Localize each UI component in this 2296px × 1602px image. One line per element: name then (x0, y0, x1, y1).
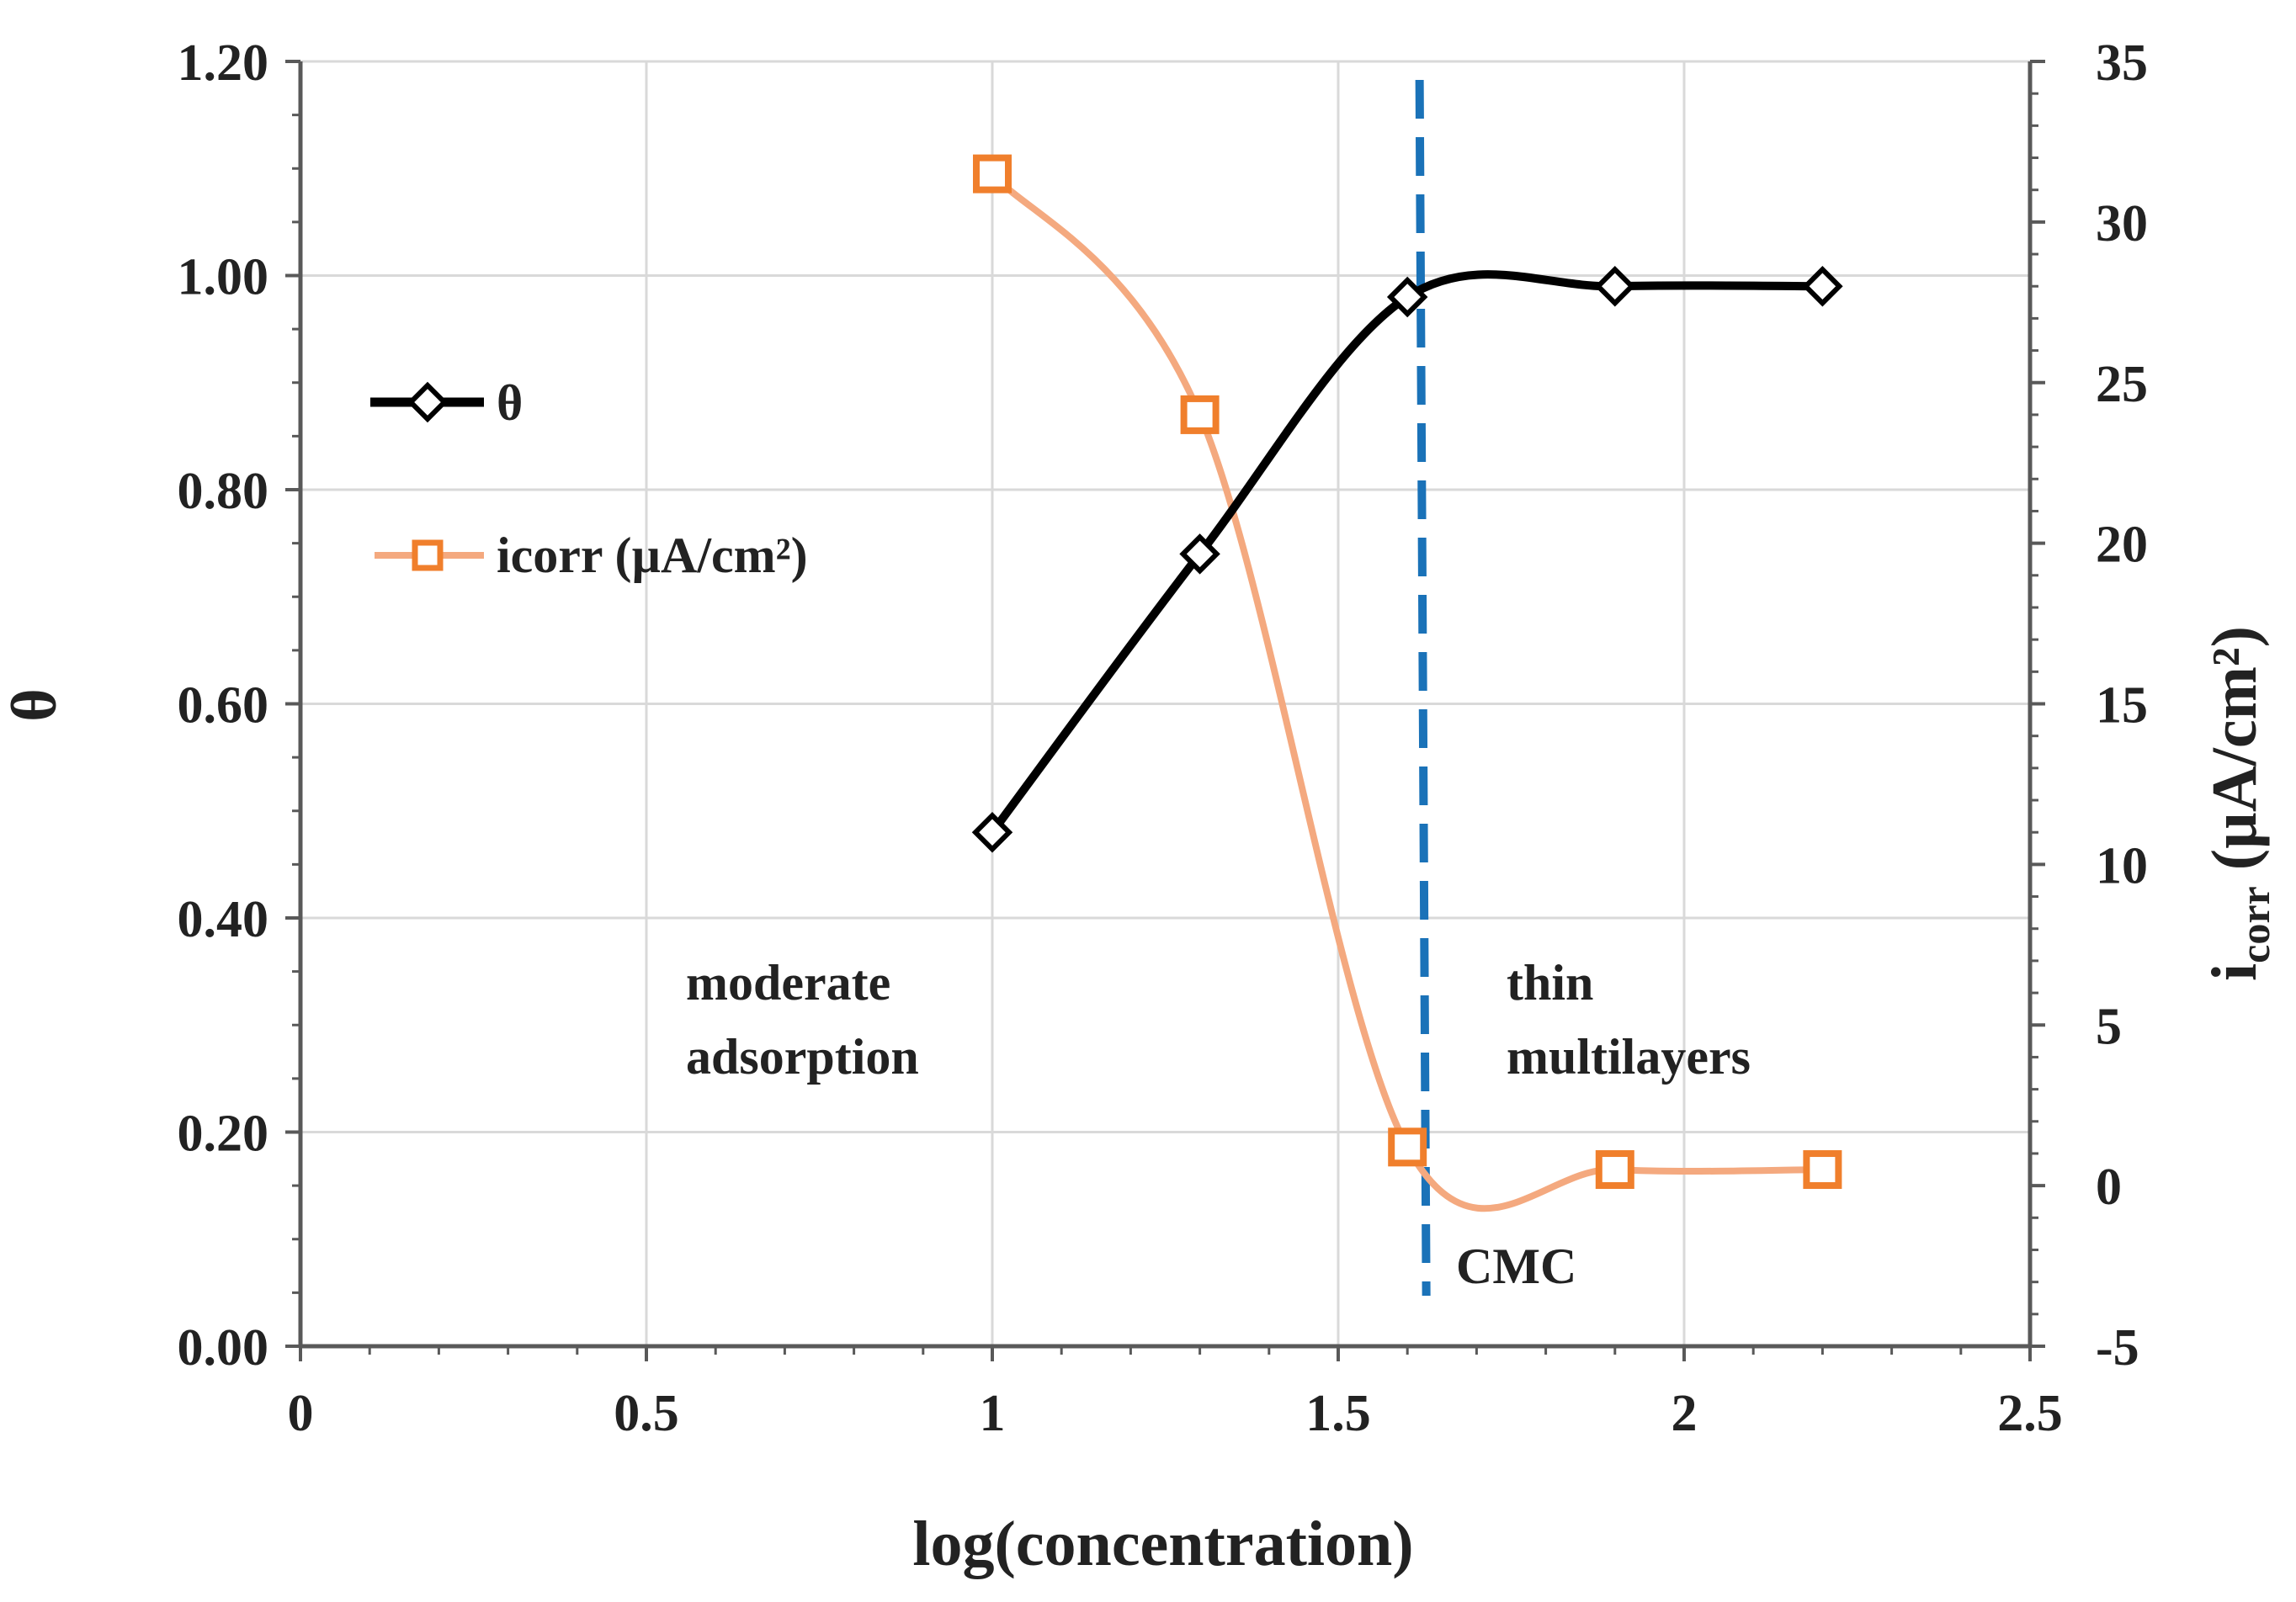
cmc-dashed-line (1415, 79, 1431, 1297)
theta-point (1386, 276, 1428, 318)
left-tick-label: 0.00 (178, 1319, 269, 1377)
annotation-thin-line1: thin (1507, 955, 1593, 1011)
cmc-label: CMC (1456, 1239, 1576, 1294)
x-tick-label: 1 (980, 1385, 1006, 1442)
x-tick-label: 0.5 (614, 1385, 679, 1442)
legend-icorr-square-icon (412, 539, 444, 571)
cmc-line-layer (1415, 79, 1431, 1297)
annotation-moderate-line2: adsorption (686, 1029, 919, 1085)
x-tick-label: 2 (1672, 1385, 1698, 1442)
legend: θ icorr (µA/cm²) (370, 375, 808, 583)
right-tick-label: 30 (2096, 195, 2148, 252)
annotation-thin-line2: multilayers (1507, 1029, 1751, 1085)
right-tick-label: 20 (2096, 517, 2148, 574)
right-tick-label: 15 (2096, 677, 2148, 735)
right-tick-label: 5 (2096, 998, 2122, 1055)
right-tick-label: -5 (2096, 1319, 2139, 1377)
right-axis-ticks: -5 0 5 10 15 20 25 30 35 (2096, 34, 2148, 1377)
annotation-thin-multilayers: thin multilayers (1507, 955, 1751, 1085)
left-tick-label: 1.00 (178, 249, 269, 306)
right-tick-label: 35 (2096, 34, 2148, 92)
icorr-point (973, 154, 1012, 194)
legend-item-theta: θ (370, 375, 523, 431)
right-tick-label: 25 (2096, 356, 2148, 413)
icorr-point (1388, 1127, 1427, 1167)
left-tick-label: 0.20 (178, 1106, 269, 1163)
theta-point (971, 811, 1013, 853)
icorr-point (1595, 1150, 1634, 1190)
legend-theta-label: θ (497, 375, 523, 431)
left-tick-label: 1.20 (178, 34, 269, 92)
grid (300, 60, 2030, 1346)
right-tick-label: 0 (2096, 1159, 2122, 1216)
x-tick-label: 1.5 (1305, 1385, 1371, 1442)
left-axis-title: θ (0, 688, 70, 722)
icorr-point (1180, 395, 1220, 434)
icorr-point (1803, 1150, 1842, 1190)
x-axis-ticks: 0 0.5 1 1.5 2 2.5 (288, 1385, 2063, 1442)
x-tick-label: 0 (288, 1385, 314, 1442)
series-layer (971, 154, 1843, 1212)
left-tick-label: 0.80 (178, 463, 269, 520)
annotation-moderate-adsorption: moderate adsorption (686, 955, 919, 1085)
left-tick-label: 0.60 (178, 677, 269, 735)
right-axis-title: icorr (µA/cm²) (2199, 626, 2278, 981)
right-axis-title-main: i (2199, 963, 2270, 981)
theta-point (1594, 265, 1636, 307)
theta-line (988, 270, 1823, 835)
left-tick-label: 0.40 (178, 891, 269, 948)
left-axis-ticks: 0.00 0.20 0.40 0.60 0.80 1.00 1.20 (178, 34, 269, 1377)
theta-point (1179, 533, 1220, 575)
theta-point (1802, 265, 1843, 307)
right-axis-title-unit: (µA/cm²) (2199, 626, 2270, 886)
axes (285, 60, 2045, 1361)
legend-item-icorr: icorr (µA/cm²) (375, 528, 808, 583)
legend-theta-diamond-icon (407, 381, 449, 423)
annotation-moderate-line1: moderate (686, 955, 890, 1011)
legend-icorr-label: icorr (µA/cm²) (497, 528, 808, 583)
x-tick-label: 2.5 (1997, 1385, 2063, 1442)
right-tick-label: 10 (2096, 837, 2148, 894)
right-axis-title-subscript: corr (2231, 886, 2278, 963)
x-axis-title: log(concentration) (912, 1509, 1413, 1579)
